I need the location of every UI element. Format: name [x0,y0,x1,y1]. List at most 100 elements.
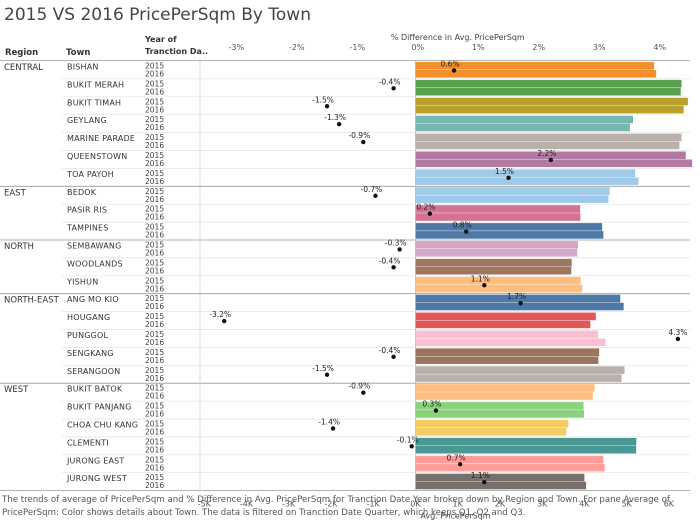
year-label: 2015 [145,115,164,124]
top-axis-tick-label: 0% [411,43,424,52]
year-label: 2015 [145,169,164,178]
pct-label: 0.3% [422,400,441,409]
pct-label: -0.4% [379,256,401,265]
top-axis-title: % Difference in Avg. PricePerSqm [391,33,525,42]
pct-label: 1.7% [507,292,526,301]
pct-point [409,444,414,449]
pct-label: -1.5% [312,95,334,104]
year-label: 2016 [145,213,164,222]
bar-2016 [415,266,572,275]
pct-label: -0.3% [385,239,407,248]
year-label: 2016 [145,302,164,311]
bar-2016 [415,87,681,96]
bar-2015 [415,312,596,321]
pct-label: -0.1% [397,435,419,444]
bar-2016 [415,159,693,168]
bar-2015 [415,348,600,356]
pct-point [482,479,487,485]
bottom-axis-tick-label: 2K [495,500,506,509]
bar-2016 [415,356,599,364]
year-label: 2016 [145,70,164,79]
bar-2016 [415,338,606,347]
year-label: 2016 [145,392,164,401]
pct-label: -1.5% [312,364,334,373]
bar-2016 [415,123,631,132]
year-label: 2016 [145,123,164,132]
pct-point [391,86,396,91]
town-label: ANG MO KIO [67,295,119,304]
bar-2015 [415,223,603,231]
bar-2016 [415,302,624,311]
bar-2015 [415,169,636,177]
town-label: BUKIT PANJANG [67,403,132,412]
year-label: 2015 [145,151,164,160]
town-label: GEYLANG [67,116,107,125]
year-label: 2015 [145,276,164,285]
pct-point [330,426,336,431]
year-label: 2015 [145,330,164,339]
pct-point [518,300,523,306]
bar-2015 [415,187,610,195]
town-label: JURONG WEST [66,474,127,483]
town-label: SENGKANG [67,349,114,358]
pct-point [336,121,342,127]
town-label: BUKIT BATOK [67,385,123,394]
region-label: CENTRAL [4,63,43,73]
bar-2015 [415,62,655,70]
bar-2015 [415,420,569,428]
bottom-axis-tick-label: -2K [324,500,338,509]
top-axis-tick-label: 1% [472,43,485,52]
pct-point [675,336,681,342]
bar-2016 [415,213,581,221]
year-label: 2016 [145,195,164,204]
town-label: HOUGANG [67,313,110,322]
bar-2015 [415,473,585,482]
top-axis-tick-label: 3% [593,43,606,52]
town-label: SERANGOON [67,367,120,376]
bar-2016 [415,410,584,418]
year-label: 2015 [145,205,164,214]
bottom-axis-tick-label: 4K [579,500,590,509]
bar-2015 [415,330,598,339]
bar-2015 [415,79,682,88]
header-year-line2: Tranction Da.. [145,47,208,56]
year-label: 2016 [145,249,164,258]
bar-2016 [415,284,583,293]
pct-point [397,247,402,252]
header-year-line1: Year of [144,35,177,44]
chart-caption: The trends of average of PricePerSqm and… [2,495,670,518]
region-label: WEST [4,385,29,395]
bar-2015 [415,241,579,249]
year-label: 2015 [145,133,164,142]
year-label: 2015 [145,258,164,267]
year-label: 2015 [145,348,164,357]
pct-label: -0.9% [348,382,370,391]
year-label: 2016 [145,105,164,114]
pct-label: -1.3% [324,113,346,122]
town-label: TAMPINES [66,224,109,233]
year-label: 2016 [145,356,164,365]
pct-label: -0.9% [348,131,370,140]
town-label: BUKIT MERAH [67,80,124,89]
pct-point [391,354,396,360]
town-label: PUNGGOL [67,331,109,340]
bar-2016 [415,392,593,400]
year-label: 2016 [145,374,164,383]
year-label: 2015 [145,241,164,250]
bar-2015 [415,205,581,213]
pct-point [433,408,439,413]
bar-2016 [415,249,578,257]
header-town: Town [66,48,90,58]
town-label: CLEMENTI [67,438,109,447]
top-axis-tick-label: 2% [532,43,545,52]
bottom-axis-tick-label: -1K [367,500,381,509]
pct-point [427,211,433,216]
town-label: JURONG EAST [66,456,125,465]
town-label: BISHAN [67,63,99,72]
town-label: YISHUN [66,277,98,286]
town-label: QUEENSTOWN [67,152,127,161]
year-label: 2015 [145,312,164,321]
town-label: SEMBAWANG [67,242,122,251]
bar-2016 [415,445,637,454]
year-label: 2015 [145,79,164,88]
